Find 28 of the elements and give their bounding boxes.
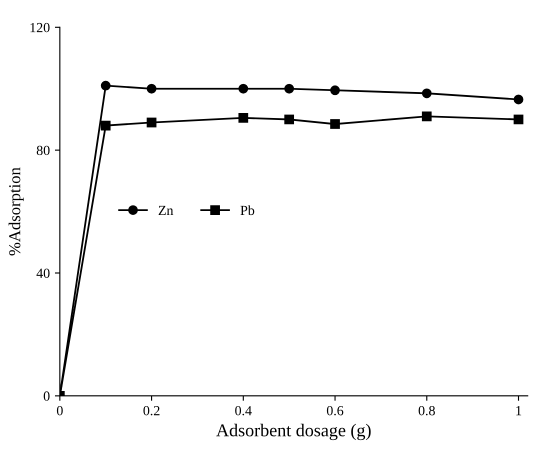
y-tick-label: 80 (36, 146, 50, 156)
x-tick-label: 0 (56, 406, 63, 416)
point (422, 112, 432, 122)
point (100, 80, 111, 91)
y-tick-label: 0 (44, 391, 50, 401)
y-tick-label: 120 (30, 22, 50, 32)
point (330, 85, 340, 96)
legend-label: Zn (158, 206, 174, 215)
point (100, 120, 111, 130)
x-tick-label: 0.6 (326, 406, 344, 416)
point (238, 113, 248, 123)
y-tick-label: 40 (36, 268, 50, 278)
point (330, 119, 340, 129)
legend-label: Pb (240, 205, 254, 216)
point (238, 84, 248, 94)
x-axis-title: Adsorbent dosage (g) (216, 424, 371, 440)
x-tick-label: 1 (516, 406, 522, 416)
x-tick-label: 0.2 (143, 406, 160, 416)
point (284, 114, 294, 124)
point (284, 84, 294, 94)
y-axis-title: %Adsorption (8, 167, 24, 256)
point (422, 88, 432, 98)
point (514, 114, 524, 124)
x-tick-label: 0.4 (235, 406, 252, 416)
point (146, 118, 156, 128)
point (146, 84, 156, 94)
x-tick-label: 0.8 (418, 406, 435, 416)
point (514, 94, 524, 104)
